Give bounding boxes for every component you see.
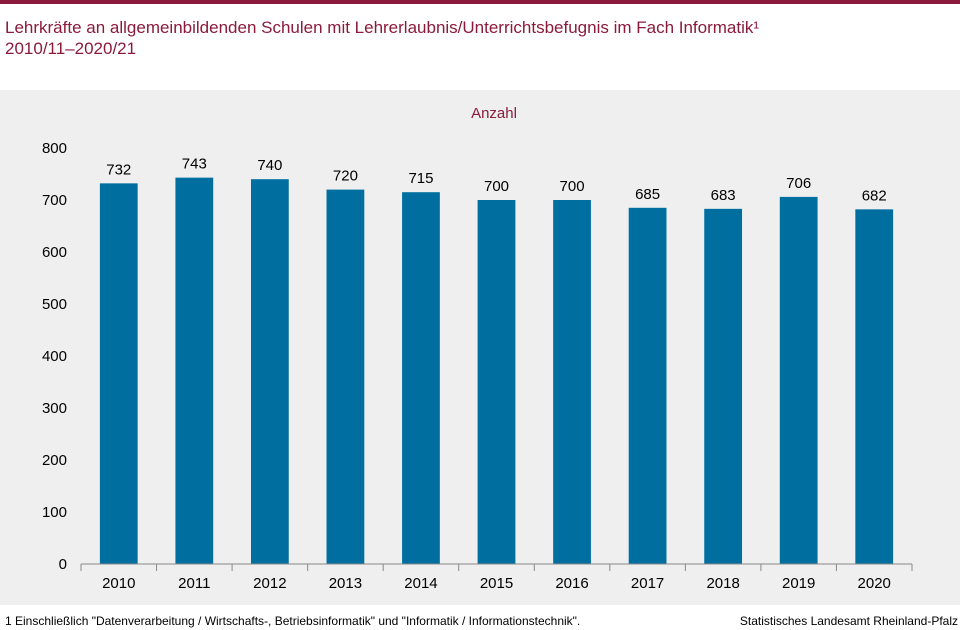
bar-value-label: 743: [182, 156, 207, 173]
y-axis-unit-label: Anzahl: [471, 105, 517, 122]
bar-value-label: 683: [711, 187, 736, 204]
bar-value-label: 700: [484, 178, 509, 195]
bar-value-label: 720: [333, 168, 358, 185]
x-tick-label: 2019: [782, 575, 815, 592]
bar: [99, 183, 138, 565]
bar: [477, 200, 516, 564]
bar-value-label: 682: [862, 187, 887, 204]
chart-title-line2: 2010/11–2020/21: [5, 39, 137, 58]
x-tick-label: 2017: [631, 575, 664, 592]
bar: [175, 177, 214, 564]
chart-title-line1: Lehrkräfte an allgemeinbildenden Schulen…: [5, 18, 760, 37]
bar-value-label: 700: [560, 178, 585, 195]
bar-value-label: 732: [106, 161, 131, 178]
x-tick-label: 2014: [404, 575, 437, 592]
x-tick-label: 2015: [480, 575, 513, 592]
footnote: 1 Einschließlich "Datenverarbeitung / Wi…: [5, 614, 581, 628]
bar: [553, 200, 591, 564]
x-tick-label: 2011: [178, 575, 210, 592]
bar: [704, 208, 743, 564]
y-tick-label: 0: [59, 556, 67, 573]
bar: [628, 207, 667, 565]
bar-value-label: 740: [257, 157, 282, 174]
bar-value-label: 706: [786, 175, 811, 192]
x-tick-label: 2012: [253, 575, 286, 592]
x-tick-label: 2016: [555, 575, 588, 592]
y-tick-label: 500: [42, 296, 67, 313]
x-tick-label: 2010: [102, 575, 135, 592]
y-tick-label: 200: [42, 452, 67, 469]
y-tick-label: 300: [42, 400, 67, 417]
top-accent-bar: [0, 0, 960, 4]
bar: [855, 209, 894, 565]
bar: [326, 189, 365, 564]
y-tick-label: 400: [42, 348, 67, 365]
bar: [779, 196, 818, 564]
y-tick-label: 800: [42, 140, 67, 157]
bar: [402, 192, 440, 564]
bar-value-label: 685: [635, 186, 660, 203]
x-tick-label: 2013: [329, 575, 362, 592]
y-tick-label: 700: [42, 192, 67, 209]
source-label: Statistisches Landesamt Rheinland-Pfalz: [739, 614, 958, 628]
y-tick-label: 100: [42, 504, 67, 521]
bar-value-label: 715: [408, 170, 433, 187]
x-tick-label: 2020: [858, 575, 891, 592]
chart-title: Lehrkräfte an allgemeinbildenden Schulen…: [5, 17, 759, 59]
bar: [250, 179, 289, 564]
y-tick-label: 600: [42, 244, 67, 261]
x-tick-label: 2018: [706, 575, 739, 592]
